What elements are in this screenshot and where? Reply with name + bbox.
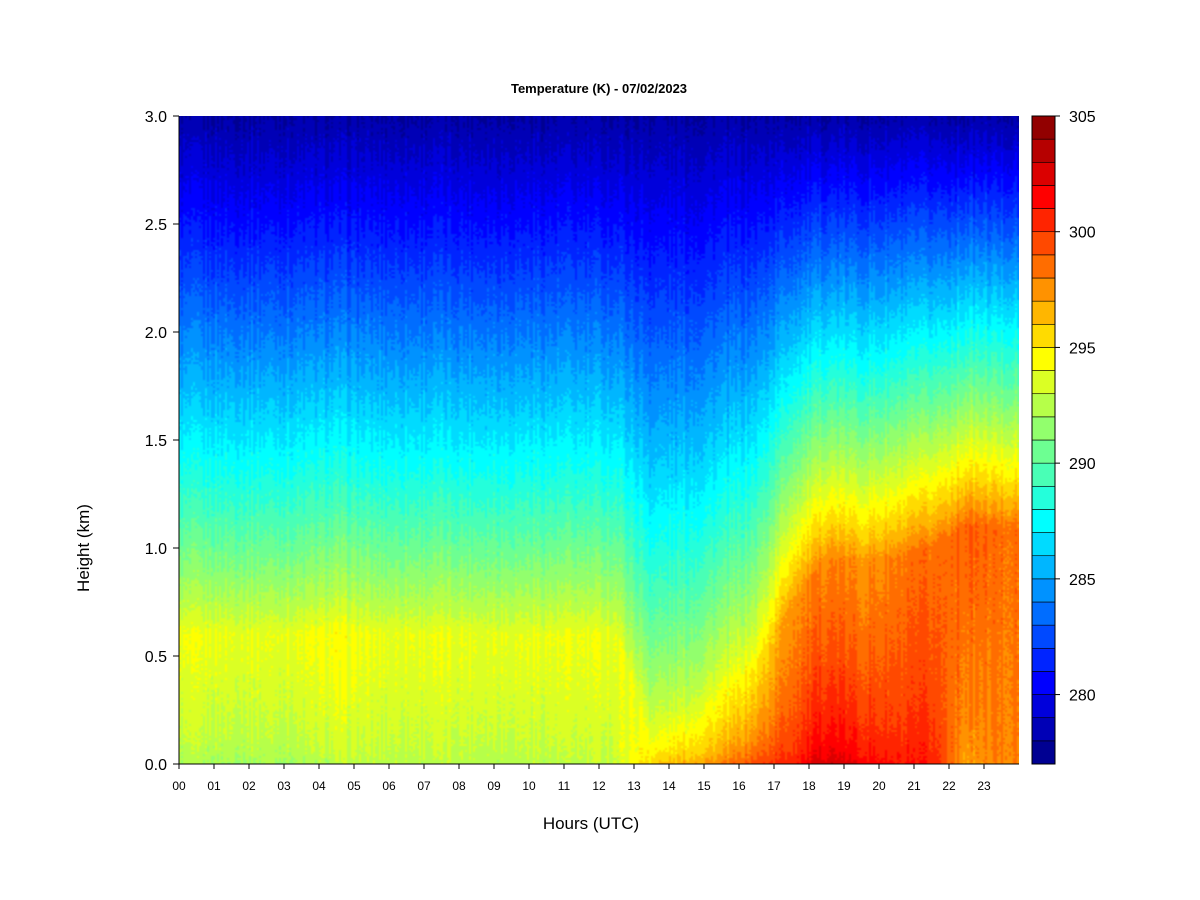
colorbar-segment — [1031, 532, 1056, 557]
y-tick-label: 2.0 — [145, 325, 167, 342]
x-tick-label: 16 — [732, 779, 746, 793]
colorbar-segment — [1031, 416, 1056, 441]
x-tick-label: 05 — [347, 779, 361, 793]
colorbar-segment — [1031, 323, 1056, 348]
x-tick-label: 12 — [592, 779, 606, 793]
x-tick-label: 06 — [382, 779, 396, 793]
x-axis: 00 01 02 03 04 05 06 07 08 09 10 11 12 13 14 15 16 17 18 19… — [172, 763, 1019, 793]
x-tick-label: 19 — [837, 779, 851, 793]
y-tick-label: 3.0 — [145, 109, 167, 126]
x-tick-label: 15 — [697, 779, 711, 793]
x-tick-label: 10 — [522, 779, 536, 793]
colorbar-segment — [1031, 300, 1056, 325]
colorbar-segment — [1031, 254, 1056, 279]
colorbar-segment — [1031, 370, 1056, 395]
heatmap-image — [179, 116, 1019, 764]
colorbar-segment — [1031, 717, 1056, 742]
x-tick-label: 18 — [802, 779, 816, 793]
colorbar: 280 285 290 295 300 305 — [1031, 109, 1096, 765]
x-tick-label: 17 — [767, 779, 781, 793]
chart-title: Temperature (K) - 07/02/2023 — [511, 81, 687, 96]
x-tick-label: 00 — [172, 779, 186, 793]
heatmap-plot-area — [179, 116, 1019, 764]
colorbar-segment — [1031, 740, 1056, 765]
colorbar-tick-label: 280 — [1069, 688, 1096, 705]
x-tick-label: 23 — [977, 779, 991, 793]
x-tick-label: 07 — [417, 779, 431, 793]
colorbar-tick-label: 295 — [1069, 340, 1096, 357]
colorbar-segment — [1031, 347, 1056, 371]
colorbar-segment — [1031, 138, 1056, 163]
colorbar-segment — [1031, 231, 1056, 256]
x-tick-label: 09 — [487, 779, 501, 793]
colorbar-segment — [1031, 671, 1056, 695]
y-axis-title: Height (km) — [74, 504, 93, 592]
x-tick-label: 08 — [452, 779, 466, 793]
colorbar-segment — [1031, 439, 1056, 464]
colorbar-segment — [1031, 462, 1056, 487]
x-tick-label: 04 — [312, 779, 326, 793]
x-tick-label: 01 — [207, 779, 221, 793]
colorbar-segment — [1031, 485, 1056, 510]
colorbar-segment — [1031, 185, 1056, 209]
colorbar-segment — [1031, 277, 1056, 302]
x-tick-label: 03 — [277, 779, 291, 793]
colorbar-segment — [1031, 393, 1056, 418]
colorbar-segment — [1031, 509, 1056, 533]
colorbar-segment — [1031, 578, 1056, 603]
colorbar-segment — [1031, 694, 1056, 719]
x-axis-title: Hours (UTC) — [543, 814, 639, 833]
colorbar-segment — [1031, 647, 1056, 672]
colorbar-tick-label: 300 — [1069, 225, 1096, 242]
colorbar-frame — [1031, 115, 1056, 765]
y-tick-label: 1.5 — [145, 433, 167, 450]
colorbar-segment — [1031, 161, 1056, 186]
colorbar-tick-label: 285 — [1069, 572, 1096, 589]
colorbar-segment — [1031, 115, 1056, 140]
colorbar-tick-label: 305 — [1069, 109, 1096, 126]
x-tick-label: 13 — [627, 779, 641, 793]
colorbar-segment — [1031, 555, 1056, 580]
colorbar-segment — [1031, 208, 1056, 233]
x-tick-label: 20 — [872, 779, 886, 793]
y-tick-label: 0.0 — [145, 757, 167, 774]
x-tick-label: 02 — [242, 779, 256, 793]
x-tick-label: 11 — [558, 779, 571, 793]
colorbar-segment — [1031, 601, 1056, 626]
x-tick-label: 21 — [907, 779, 921, 793]
x-tick-label: 14 — [662, 779, 676, 793]
y-axis: 0.0 0.5 1.0 1.5 2.0 2.5 3.0 — [145, 109, 180, 774]
colorbar-segment — [1031, 624, 1056, 649]
x-tick-label: 22 — [942, 779, 956, 793]
y-tick-label: 0.5 — [145, 649, 167, 666]
y-tick-label: 1.0 — [145, 541, 167, 558]
colorbar-tick-label: 290 — [1069, 456, 1096, 473]
y-tick-label: 2.5 — [145, 217, 167, 234]
